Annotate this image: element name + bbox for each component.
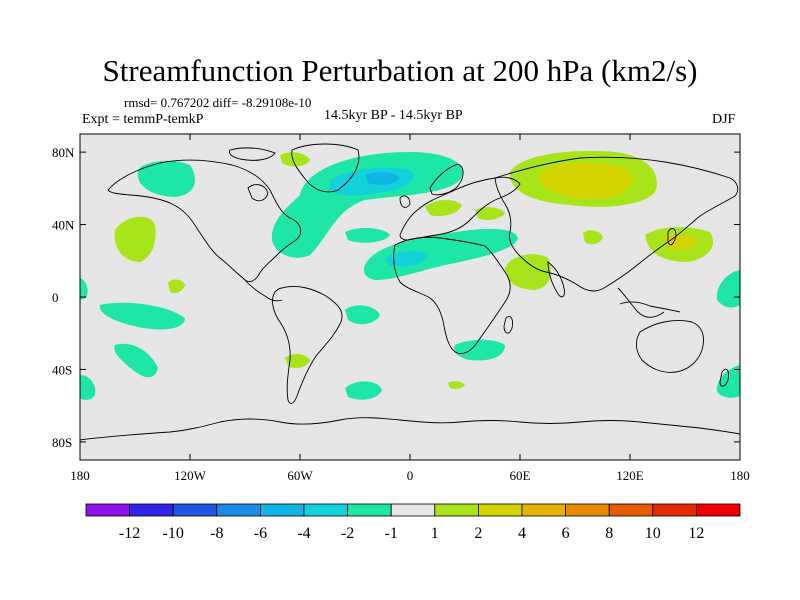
colorbar-swatch: [303, 503, 348, 517]
colorbar-label: -10: [163, 525, 184, 542]
colorbar-swatch: [85, 503, 130, 517]
coast-madagascar: [503, 316, 513, 334]
anomaly-dateline-east: [716, 270, 740, 308]
y-tick-label: 40S: [52, 362, 72, 377]
anomaly-europe: [425, 199, 462, 217]
anomaly-europe-2: [475, 207, 505, 221]
anomaly-south-america: [285, 354, 310, 368]
x-tick-label: 120W: [174, 468, 207, 483]
anomaly-north-atlantic: [271, 152, 463, 258]
season-label: DJF: [712, 112, 736, 127]
anomaly-dateline-sw: [80, 375, 96, 400]
colorbar-swatch: [172, 503, 218, 517]
colorbar-label: 10: [645, 525, 661, 542]
colorbar: -12 -10 -8 -6 -4 -2 -1 1 2 4 6 8 10 12: [85, 503, 741, 542]
anomaly-dateline-se: [716, 365, 740, 398]
anomaly-dateline-west: [80, 278, 88, 300]
anomaly-east-asia-core: [662, 234, 698, 250]
anomaly-pacific-small: [168, 279, 185, 294]
colorbar-label: -2: [341, 525, 354, 542]
anomaly-north-pacific-east: [114, 216, 156, 262]
x-tick-label: 180: [730, 468, 750, 483]
x-tick-label: 180: [70, 468, 90, 483]
colorbar-label: -8: [210, 525, 223, 542]
coast-antarctica: [80, 417, 740, 441]
colorbar-label: -1: [385, 525, 398, 542]
anomaly-sahara: [363, 228, 518, 280]
coastlines: [80, 143, 740, 441]
coast-hudson-bay: [247, 184, 269, 202]
experiment-label: Expt = temmP-temkP: [82, 112, 204, 127]
x-axis: 180 120W 60W 0 60E 120E 180: [70, 134, 750, 483]
colorbar-swatch: [565, 503, 610, 517]
coast-southeast-asia: [617, 287, 665, 318]
coast-south-america: [272, 285, 343, 404]
stats-label: rmsd= 0.767202 diff= -8.29108e-10: [124, 95, 312, 110]
colorbar-label: 2: [474, 525, 482, 542]
x-tick-label: 60W: [287, 468, 313, 483]
coast-india: [547, 261, 565, 298]
y-tick-label: 0: [52, 290, 59, 305]
colorbar-label: 8: [605, 525, 613, 542]
anomaly-north-atlantic-core-2: [365, 171, 400, 186]
colorbar-swatch: [696, 503, 741, 517]
colorbar-label: -12: [119, 525, 140, 542]
anomaly-pacific-south: [99, 302, 185, 330]
coast-british-isles: [399, 195, 411, 208]
anomaly-arabia: [505, 254, 552, 290]
anomaly-greenland: [280, 152, 310, 167]
x-tick-label: 0: [407, 468, 414, 483]
anomaly-south-africa: [454, 339, 505, 361]
y-tick-label: 80S: [52, 435, 72, 450]
chart-title: Streamfunction Perturbation at 200 hPa (…: [102, 53, 698, 88]
y-tick-label: 80N: [52, 145, 75, 160]
coast-new-zealand: [719, 368, 729, 387]
colorbar-swatch: [434, 503, 479, 517]
colorbar-swatch: [259, 503, 305, 517]
coast-arctic-islands: [229, 147, 276, 161]
colorbar-label: 6: [562, 525, 570, 542]
anomaly-pacific-south-2: [114, 343, 158, 378]
colorbar-label: 1: [431, 525, 439, 542]
colorbar-swatch: [347, 503, 392, 517]
y-axis: 80N 40N 0 40S 80S: [52, 145, 740, 450]
colorbar-label: -6: [254, 525, 267, 542]
colorbar-label: 4: [518, 525, 526, 542]
colorbar-swatch: [608, 503, 654, 517]
colorbar-label: -4: [297, 525, 310, 542]
coast-africa: [393, 236, 511, 355]
anomaly-south-atlantic-2: [345, 381, 382, 400]
anomaly-south-atlantic: [345, 305, 380, 325]
colorbar-swatch: [216, 503, 261, 517]
colorbar-swatch: [477, 503, 523, 517]
colorbar-swatch: [129, 503, 174, 517]
colorbar-label: 12: [688, 525, 704, 542]
anomaly-fills: [80, 150, 740, 400]
anomaly-china: [583, 230, 603, 245]
y-tick-label: 40N: [52, 218, 75, 233]
coast-indonesia: [619, 301, 681, 313]
anomaly-south-atlantic-pos: [448, 381, 465, 389]
anomaly-nw-atlantic: [345, 228, 390, 243]
colorbar-swatch: [390, 503, 436, 517]
coast-australia: [635, 320, 704, 373]
period-label: 14.5kyr BP - 14.5kyr BP: [324, 108, 463, 123]
coast-greenland: [291, 143, 360, 193]
coast-asia: [494, 156, 739, 292]
colorbar-swatch: [652, 503, 697, 517]
coast-japan: [667, 228, 677, 246]
anomaly-siberia-core: [540, 162, 633, 199]
x-tick-label: 120E: [616, 468, 644, 483]
coast-north-america: [107, 159, 302, 282]
anomaly-north-pacific: [137, 160, 195, 197]
coast-central-america: [242, 277, 283, 302]
x-tick-label: 60E: [510, 468, 531, 483]
colorbar-swatch: [521, 503, 566, 517]
anomaly-sahara-core: [385, 250, 428, 267]
coast-scandinavia: [429, 163, 464, 196]
